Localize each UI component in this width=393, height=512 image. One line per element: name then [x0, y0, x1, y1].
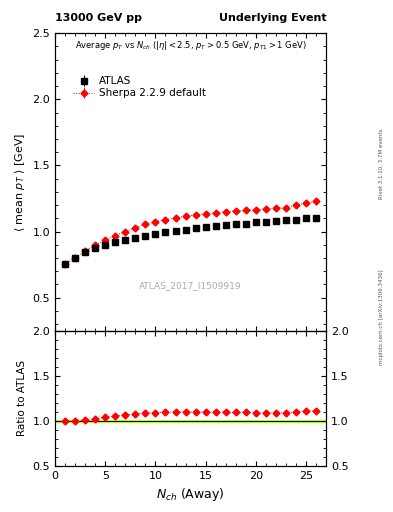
Legend: ATLAS, Sherpa 2.2.9 default: ATLAS, Sherpa 2.2.9 default — [71, 74, 208, 100]
Y-axis label: Ratio to ATLAS: Ratio to ATLAS — [17, 360, 27, 436]
Text: Underlying Event: Underlying Event — [219, 13, 326, 23]
Text: Average $p_T$ vs $N_{ch}$ ($|\eta| < 2.5$, $p_T > 0.5$ GeV, $p_{T1} > 1$ GeV): Average $p_T$ vs $N_{ch}$ ($|\eta| < 2.5… — [75, 39, 307, 52]
Bar — [55, 420, 326, 421]
Text: mcplots.cern.ch [arXiv:1306.3436]: mcplots.cern.ch [arXiv:1306.3436] — [379, 270, 384, 365]
Text: 13000 GeV pp: 13000 GeV pp — [55, 13, 142, 23]
Text: ATLAS_2017_I1509919: ATLAS_2017_I1509919 — [139, 282, 242, 291]
Y-axis label: $\langle$ mean $p_T$ $\rangle$ [GeV]: $\langle$ mean $p_T$ $\rangle$ [GeV] — [13, 132, 27, 231]
Text: Rivet 3.1.10, 3.7M events: Rivet 3.1.10, 3.7M events — [379, 129, 384, 199]
X-axis label: $N_{ch}$ (Away): $N_{ch}$ (Away) — [156, 486, 225, 503]
